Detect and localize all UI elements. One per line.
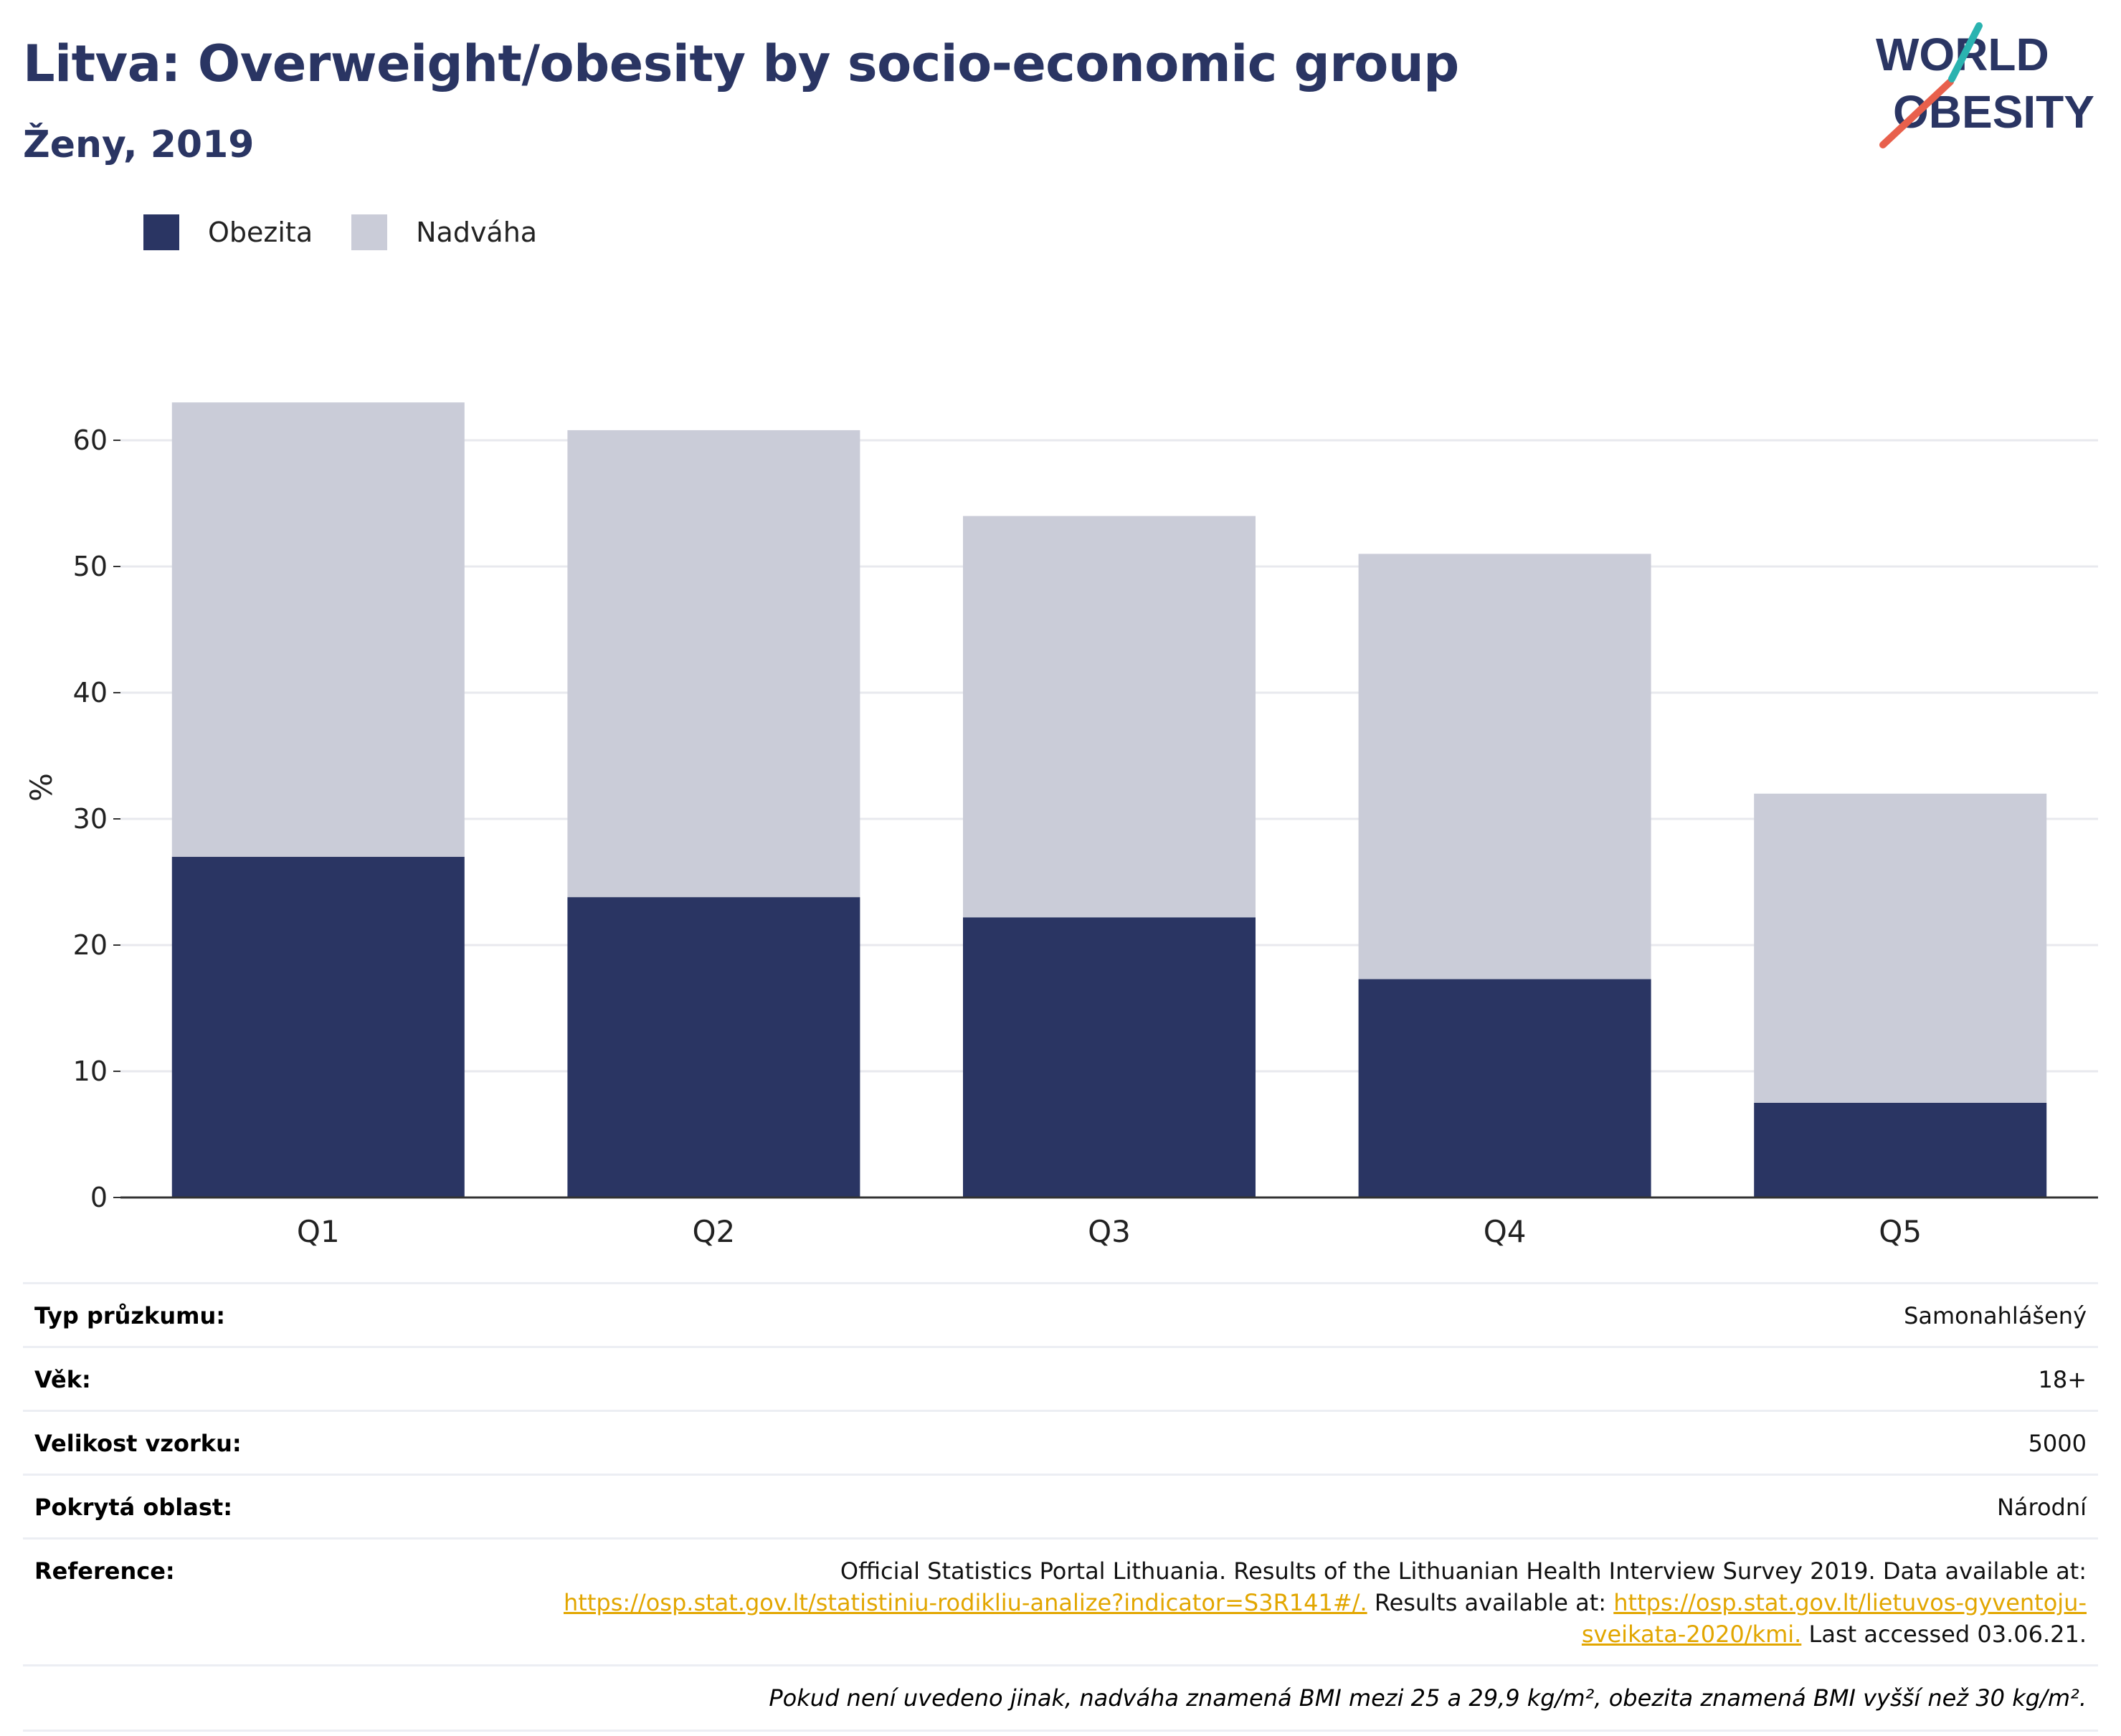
y-tick-label: 50 bbox=[73, 551, 108, 582]
page-subtitle: Ženy, 2019 bbox=[23, 123, 255, 166]
survey-value: Samonahlášený bbox=[1904, 1302, 2087, 1329]
bar-nadvaha-q2 bbox=[567, 430, 860, 898]
bar-obezita-q2 bbox=[567, 897, 860, 1197]
logo-slash-red bbox=[1879, 78, 1954, 148]
y-tick-label: 10 bbox=[73, 1056, 108, 1087]
info-row-reference: Reference: Official Statistics Portal Li… bbox=[23, 1537, 2098, 1664]
y-tick-label: 60 bbox=[73, 424, 108, 456]
legend-item-nadvaha: Nadváha bbox=[351, 214, 537, 250]
stacked-bar-chart: 0 10 20 30 40 50 60% Q1 Q2 Q3 Q4 Q5 bbox=[24, 402, 2098, 1249]
survey-label: Typ průzkumu: bbox=[34, 1302, 226, 1329]
area-value: Národní bbox=[1996, 1494, 2087, 1521]
bar-nadvaha-q4 bbox=[1358, 554, 1651, 980]
x-tick-label: Q5 bbox=[1879, 1214, 1922, 1249]
age-label: Věk: bbox=[34, 1366, 91, 1393]
bar-obezita-q1 bbox=[171, 856, 465, 1197]
x-tick-label: Q3 bbox=[1088, 1214, 1131, 1249]
legend-label-nadvaha: Nadváha bbox=[416, 217, 538, 248]
reference-link-1[interactable]: https://osp.stat.gov.lt/statistiniu-rodi… bbox=[564, 1589, 1367, 1616]
age-value: 18+ bbox=[2038, 1366, 2087, 1393]
reference-link-2b[interactable]: sveikata-2020/kmi. bbox=[1581, 1621, 1802, 1648]
legend-swatch-obezita bbox=[143, 214, 179, 250]
y-axis-label: % bbox=[24, 773, 59, 802]
sample-label: Velikost vzorku: bbox=[34, 1430, 242, 1457]
bar-nadvaha-q1 bbox=[171, 402, 465, 857]
info-row-age: Věk: 18+ bbox=[23, 1346, 2098, 1410]
x-tick-label: Q2 bbox=[693, 1214, 736, 1249]
sample-value: 5000 bbox=[2028, 1430, 2087, 1457]
area-label: Pokrytá oblast: bbox=[34, 1494, 232, 1521]
legend-item-obezita: Obezita bbox=[143, 214, 313, 250]
reference-label: Reference: bbox=[34, 1557, 175, 1585]
reference-text-1: Official Statistics Portal Lithuania. Re… bbox=[840, 1557, 2087, 1585]
bmi-note: Pokud není uvedeno jinak, nadváha znamen… bbox=[23, 1664, 2098, 1732]
x-tick-label: Q4 bbox=[1484, 1214, 1527, 1249]
info-table: Typ průzkumu: Samonahlášený Věk: 18+ Vel… bbox=[23, 1282, 2098, 1732]
info-row-sample: Velikost vzorku: 5000 bbox=[23, 1410, 2098, 1474]
reference-text-2: Results available at: bbox=[1367, 1589, 1614, 1616]
y-tick-label: 40 bbox=[73, 677, 108, 708]
y-tick-label: 20 bbox=[73, 929, 108, 961]
reference-text-3: Last accessed 03.06.21. bbox=[1801, 1621, 2087, 1648]
bar-nadvaha-q3 bbox=[963, 516, 1256, 918]
bar-obezita-q3 bbox=[963, 917, 1256, 1197]
reference-value: Official Statistics Portal Lithuania. Re… bbox=[538, 1555, 2087, 1650]
bar-obezita-q5 bbox=[1754, 1103, 2047, 1197]
info-row-area: Pokrytá oblast: Národní bbox=[23, 1474, 2098, 1537]
bar-obezita-q4 bbox=[1358, 979, 1651, 1197]
legend-swatch-nadvaha bbox=[351, 214, 388, 250]
y-tick-label: 0 bbox=[90, 1182, 108, 1213]
page-title: Litva: Overweight/obesity by socio-econo… bbox=[23, 34, 1459, 93]
x-tick-label: Q1 bbox=[297, 1214, 340, 1249]
chart-legend: Obezita Nadváha bbox=[143, 214, 576, 251]
legend-label-obezita: Obezita bbox=[208, 217, 313, 248]
logo-line2: OBESITY bbox=[1893, 86, 2094, 138]
bar-nadvaha-q5 bbox=[1754, 793, 2047, 1103]
y-tick-label: 30 bbox=[73, 803, 108, 835]
logo-slash-teal bbox=[1948, 22, 1983, 82]
reference-link-2a[interactable]: https://osp.stat.gov.lt/lietuvos-gyvento… bbox=[1613, 1589, 2087, 1616]
world-obesity-logo: WORLD OBESITY bbox=[1876, 22, 2094, 148]
info-row-survey: Typ průzkumu: Samonahlášený bbox=[23, 1282, 2098, 1346]
